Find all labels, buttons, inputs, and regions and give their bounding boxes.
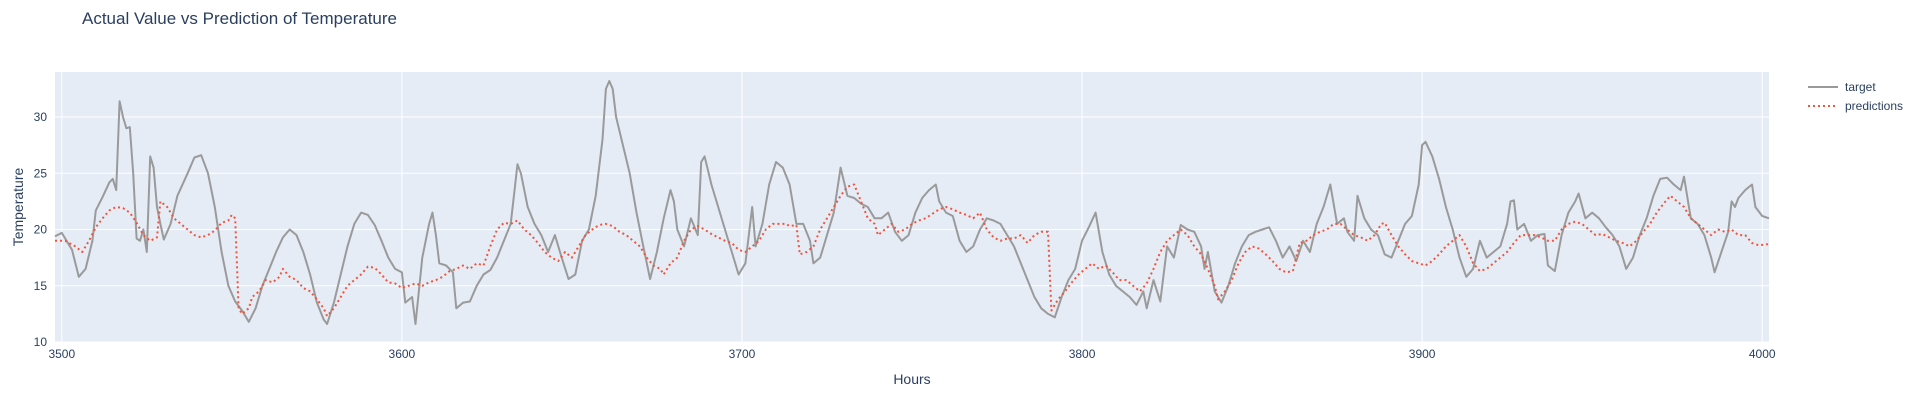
x-tick-label: 3600	[389, 347, 416, 361]
x-tick-label: 3800	[1069, 347, 1096, 361]
y-tick-label: 25	[34, 166, 48, 180]
x-tick-label: 3700	[729, 347, 756, 361]
series-layer	[54, 80, 1770, 325]
legend-item-target[interactable]: target	[1808, 80, 1876, 94]
y-axis-title: Temperature	[10, 167, 26, 246]
plot-background	[55, 72, 1769, 342]
series-line-predictions	[55, 183, 1770, 318]
chart-title: Actual Value vs Prediction of Temperatur…	[82, 9, 397, 28]
x-axis-title: Hours	[893, 371, 930, 387]
x-tick-label: 3500	[48, 347, 75, 361]
y-tick-label: 10	[34, 335, 48, 349]
series-line-target	[54, 80, 1770, 325]
legend-label-target: target	[1845, 80, 1876, 94]
y-tick-label: 15	[34, 279, 48, 293]
y-tick-labels: 10 15 20 25 30	[34, 110, 48, 349]
x-tick-label: 4000	[1749, 347, 1776, 361]
legend-item-predictions[interactable]: predictions	[1808, 99, 1903, 113]
y-tick-label: 30	[34, 110, 48, 124]
legend[interactable]: target predictions	[1808, 80, 1903, 113]
x-tick-labels: 3500 3600 3700 3800 3900 4000	[48, 347, 1775, 361]
grid	[55, 72, 1769, 343]
legend-label-predictions: predictions	[1845, 99, 1903, 113]
y-tick-label: 20	[34, 223, 48, 237]
x-tick-label: 3900	[1409, 347, 1436, 361]
